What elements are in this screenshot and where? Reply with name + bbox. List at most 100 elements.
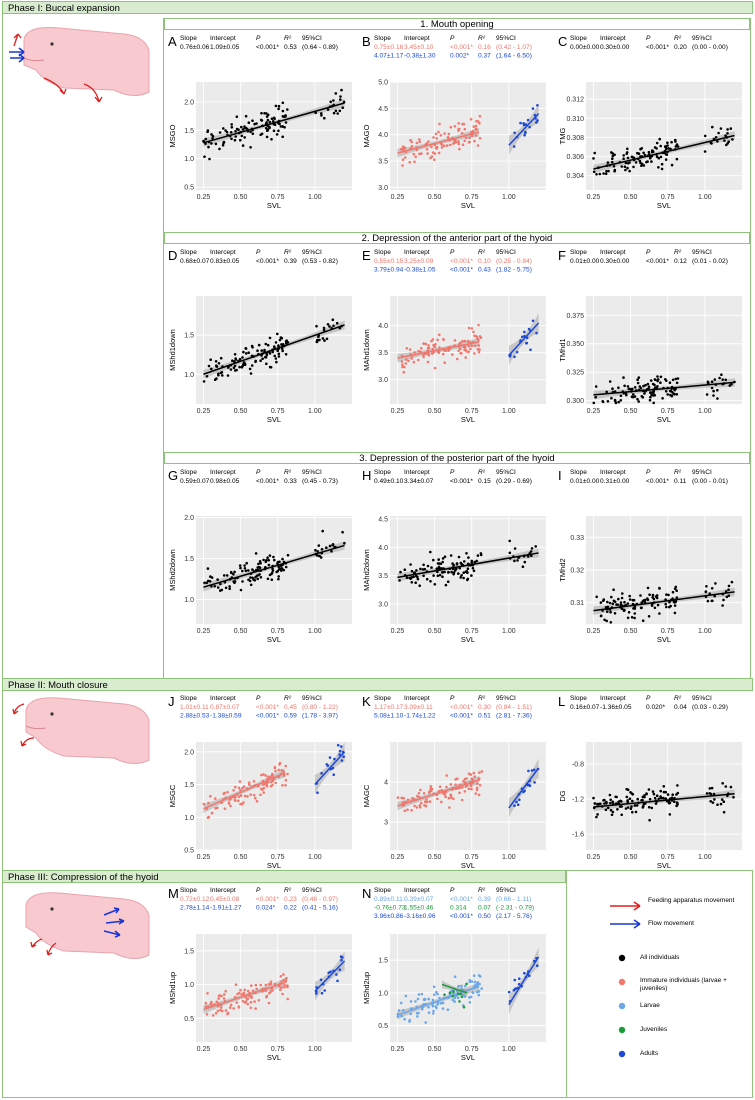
x-tick-label: 0.50 [234, 408, 248, 415]
data-point [418, 140, 422, 144]
data-point [719, 802, 723, 806]
data-point [640, 395, 644, 398]
data-point [614, 399, 617, 403]
data-point [343, 541, 346, 545]
data-point [523, 789, 526, 793]
data-point [703, 134, 707, 138]
data-point [430, 566, 433, 569]
data-point [342, 100, 346, 104]
fit-line [314, 751, 346, 786]
stats-intercept-value: 0.31±0.00 [600, 478, 630, 485]
data-point [341, 106, 344, 109]
stats-header-slope: Slope [374, 249, 391, 256]
data-point [653, 606, 657, 610]
data-point [237, 795, 241, 798]
data-point [464, 356, 467, 359]
data-point [669, 604, 672, 608]
data-point [284, 784, 287, 787]
stats-slope-value: 1.17±0.17 [374, 704, 404, 711]
data-point [249, 1001, 253, 1004]
data-point [628, 594, 631, 598]
data-point [469, 347, 472, 351]
stats-r2-value: 0.51 [478, 713, 491, 720]
x-tick-label: 0.25 [197, 408, 211, 415]
x-axis-label: SVL [657, 635, 671, 644]
data-point [230, 126, 234, 129]
panel-H: H Slope Intercept P R² 95%CI 0.49±0.10 3.34±0.0… [362, 468, 546, 644]
data-point [398, 579, 401, 582]
x-axis-label: SVL [267, 201, 281, 210]
data-point [259, 576, 263, 579]
fit-line [593, 793, 735, 808]
data-point [466, 567, 470, 570]
data-point [617, 386, 620, 389]
data-point [416, 577, 420, 581]
stats-header-p: P [450, 469, 455, 476]
data-point [318, 338, 321, 342]
data-point [281, 343, 285, 346]
data-point [671, 793, 674, 796]
panel-letter: C [558, 34, 567, 49]
data-point [262, 786, 266, 790]
data-point [420, 152, 423, 155]
x-axis-label: SVL [461, 415, 475, 424]
data-point [629, 807, 633, 811]
data-point [461, 339, 464, 343]
y-axis-label: MShd1down [168, 329, 177, 371]
data-point [413, 160, 416, 164]
data-point [657, 797, 660, 801]
data-point [272, 555, 275, 559]
data-point [240, 134, 244, 138]
data-point [273, 558, 276, 562]
y-tick-label: 0.5 [184, 185, 194, 192]
stats-header-intercept: Intercept [404, 887, 430, 894]
data-point [720, 798, 724, 801]
data-point [426, 346, 430, 350]
data-point [224, 129, 227, 132]
data-point [426, 360, 430, 364]
x-axis-label: SVL [461, 1053, 475, 1062]
data-point [274, 341, 278, 344]
phase-3-bar: Phase III: Compression of the hyoid [2, 870, 566, 883]
stats-intercept-value: 0.87±0.07 [210, 704, 240, 711]
data-point [264, 355, 267, 359]
data-point [264, 560, 268, 564]
x-tick-label: 1.00 [308, 408, 322, 415]
y-tick-label: 1.5 [184, 333, 194, 340]
data-point [610, 396, 613, 400]
data-point [628, 797, 632, 800]
y-tick-label: 3.5 [378, 159, 388, 166]
x-tick-label: 1.00 [308, 194, 322, 201]
data-point [399, 570, 402, 574]
data-point [659, 155, 663, 159]
data-point [609, 808, 613, 812]
data-point [513, 547, 517, 550]
data-point [211, 137, 214, 140]
data-point [241, 580, 244, 583]
data-point [429, 580, 432, 583]
data-point [648, 156, 652, 160]
data-point [414, 581, 417, 584]
data-point [442, 338, 445, 341]
data-point [523, 971, 526, 975]
data-point [473, 560, 476, 564]
data-point [602, 172, 605, 175]
data-point [467, 556, 470, 559]
data-point [611, 157, 614, 161]
data-point [424, 1021, 427, 1024]
data-point [265, 353, 269, 357]
data-point [401, 1009, 405, 1012]
data-point [644, 383, 647, 387]
data-point [254, 359, 257, 363]
stats-header-r2: R² [478, 695, 486, 702]
data-point [207, 145, 210, 149]
data-point [633, 612, 637, 615]
data-point [401, 365, 404, 369]
data-point [213, 378, 217, 381]
data-point [248, 367, 252, 371]
data-point [478, 771, 481, 774]
data-point [249, 576, 252, 579]
data-point [412, 152, 416, 156]
data-point [462, 1005, 466, 1009]
data-point [250, 995, 253, 999]
